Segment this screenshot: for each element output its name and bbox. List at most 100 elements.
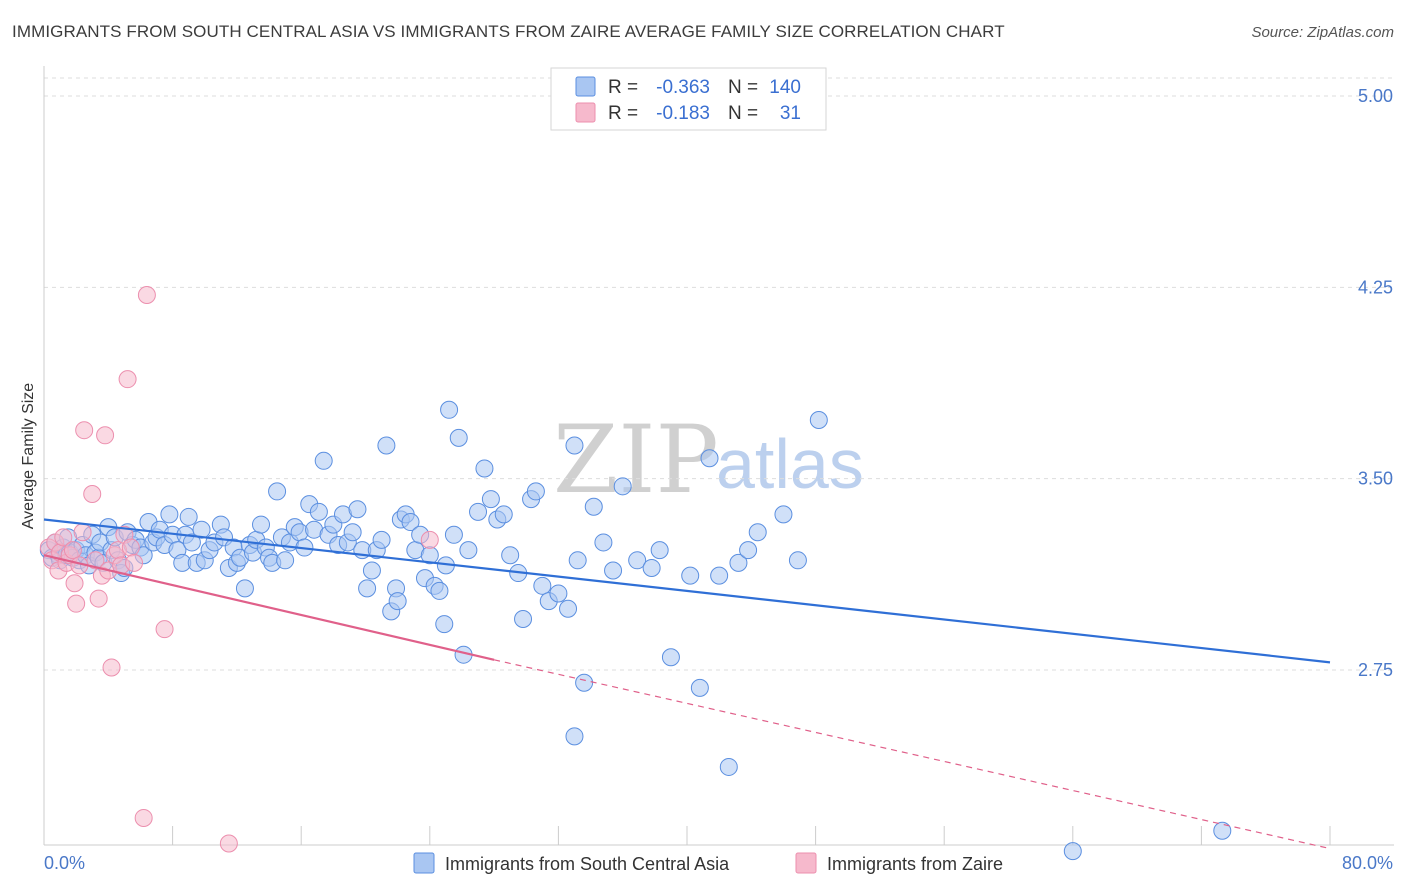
chart-source: Source: ZipAtlas.com — [1251, 24, 1394, 41]
data-point — [377, 436, 396, 455]
series-zaire-points — [39, 285, 439, 853]
data-point — [182, 533, 201, 552]
data-point — [430, 581, 449, 600]
data-point — [179, 507, 198, 526]
y-tick-label: 5.00 — [1358, 86, 1393, 106]
watermark: ZIP atlas — [553, 406, 864, 515]
data-point — [75, 421, 94, 440]
legend-n-value-2: 31 — [780, 103, 801, 124]
data-point — [494, 505, 513, 524]
legend-swatch-blue — [575, 76, 596, 97]
bottom-legend-swatch-blue — [413, 852, 435, 874]
bottom-legend-label-blue: Immigrants from South Central Asia — [445, 854, 730, 874]
data-point — [86, 551, 105, 570]
y-axis-title: Average Family Size — [20, 383, 37, 530]
trendline-zaire — [43, 554, 495, 661]
trendline-zaire-extension — [493, 659, 1331, 850]
data-point — [137, 285, 156, 304]
data-point — [343, 523, 362, 542]
y-tick-labels: 2.75 3.50 4.25 5.00 — [1358, 86, 1393, 680]
data-point — [348, 500, 367, 519]
data-point — [501, 546, 520, 565]
data-point — [575, 673, 594, 692]
legend-r-value-2: -0.183 — [656, 103, 710, 124]
data-point — [160, 505, 179, 524]
data-point — [584, 497, 603, 516]
data-point — [719, 757, 738, 776]
bottom-legend-label-pink: Immigrants from Zaire — [827, 854, 1003, 874]
data-point — [118, 370, 137, 389]
data-point — [444, 525, 463, 544]
data-point — [1063, 842, 1082, 861]
data-point — [102, 658, 121, 677]
data-point — [729, 553, 748, 572]
trendlines — [43, 518, 1331, 850]
chart-title: IMMIGRANTS FROM SOUTH CENTRAL ASIA VS IM… — [12, 22, 1005, 41]
watermark-atlas: atlas — [716, 425, 864, 503]
data-point — [235, 579, 254, 598]
watermark-zip: ZIP — [553, 406, 719, 515]
data-point — [388, 592, 407, 611]
legend-n-value-1: 140 — [769, 77, 801, 98]
data-point — [565, 436, 584, 455]
y-tick-label: 2.75 — [1358, 660, 1393, 680]
data-point — [565, 727, 584, 746]
data-point — [192, 520, 211, 539]
data-point — [774, 505, 793, 524]
y-tick-label: 3.50 — [1358, 469, 1393, 489]
data-point — [481, 490, 500, 509]
data-point — [661, 648, 680, 667]
data-point — [155, 620, 174, 639]
bottom-legend-swatch-pink — [795, 852, 817, 874]
legend-box: R = -0.363 N = 140 R = -0.183 N = 31 — [550, 67, 827, 131]
series-south-central-asia-points — [39, 400, 1232, 861]
data-point — [475, 459, 494, 478]
x-tick-label-max: 80.0% — [1342, 853, 1393, 873]
data-point — [549, 584, 568, 603]
data-point — [526, 482, 545, 501]
data-point — [469, 502, 488, 521]
data-point — [362, 561, 381, 580]
data-point — [73, 523, 92, 542]
legend-frame — [550, 67, 827, 131]
data-point — [514, 609, 533, 628]
data-point — [276, 551, 295, 570]
data-point — [700, 449, 719, 468]
data-point — [420, 530, 439, 549]
data-point — [568, 551, 587, 570]
data-point — [449, 428, 468, 447]
data-point — [67, 594, 86, 613]
trendline-south-central-asia — [43, 518, 1331, 664]
data-point — [440, 400, 459, 419]
data-point — [358, 579, 377, 598]
data-point — [96, 426, 115, 445]
legend-n-label-1: N = — [728, 77, 758, 98]
data-point — [401, 513, 420, 532]
data-point — [739, 541, 758, 560]
bottom-legend: Immigrants from South Central Asia Immig… — [413, 852, 1003, 874]
data-point — [681, 566, 700, 585]
data-point — [594, 533, 613, 552]
legend-r-label-1: R = — [608, 77, 638, 98]
data-point — [63, 541, 82, 560]
data-point — [314, 451, 333, 470]
data-point — [604, 561, 623, 580]
data-point — [309, 502, 328, 521]
data-point — [459, 541, 478, 560]
data-point — [690, 678, 709, 697]
x-axis-ticks — [43, 826, 1331, 845]
data-point — [134, 808, 153, 827]
data-point — [613, 477, 632, 496]
data-point — [121, 538, 140, 557]
data-point — [642, 558, 661, 577]
y-tick-label: 4.25 — [1358, 277, 1393, 297]
legend-r-label-2: R = — [608, 103, 638, 124]
data-point — [628, 551, 647, 570]
data-point — [372, 530, 391, 549]
legend-swatch-pink — [575, 102, 596, 123]
data-point — [748, 523, 767, 542]
data-point — [83, 484, 102, 503]
legend-r-value-1: -0.363 — [656, 77, 710, 98]
data-point — [268, 482, 287, 501]
